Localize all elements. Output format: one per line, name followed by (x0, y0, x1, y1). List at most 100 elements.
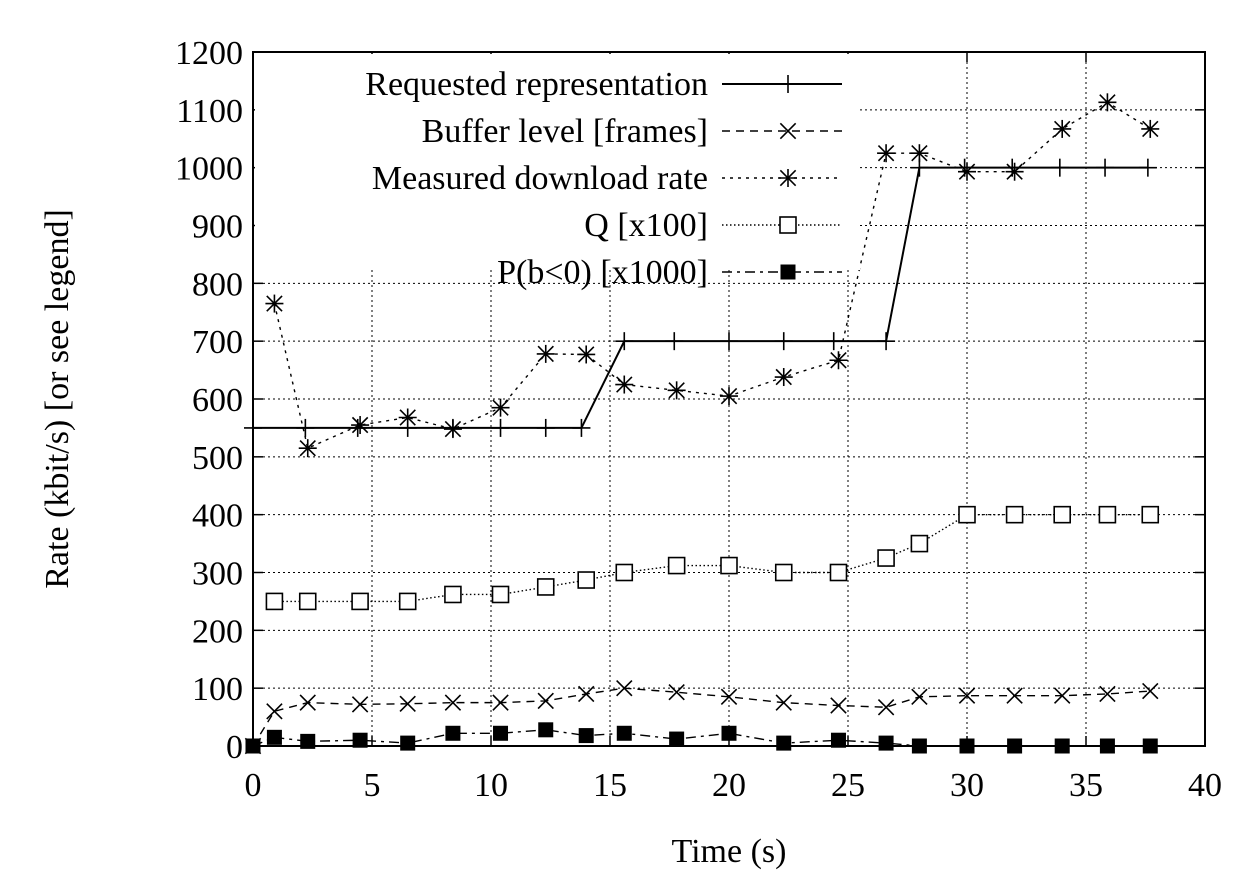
data-point (398, 592, 417, 611)
data-point (298, 592, 317, 611)
data-point (958, 505, 976, 524)
data-point (910, 534, 929, 553)
data-point (668, 683, 685, 701)
data-point (443, 420, 462, 439)
data-point (1141, 119, 1160, 138)
data-point (830, 732, 846, 748)
data-point (616, 679, 633, 697)
series-3 (265, 93, 1160, 458)
y-tick-label: 100 (192, 671, 243, 708)
series-line (252, 687, 1151, 747)
y-tick-label: 500 (192, 440, 243, 477)
data-point (878, 735, 894, 751)
data-point (1006, 687, 1023, 704)
series-layer (244, 93, 1160, 755)
data-point (351, 416, 370, 435)
legend-label: Requested representation (365, 66, 708, 103)
data-point (877, 332, 896, 351)
data-point (830, 697, 847, 714)
legend-label: Q [x100] (584, 207, 708, 244)
data-point (536, 418, 555, 437)
data-point (774, 332, 793, 351)
data-point (351, 696, 369, 713)
data-point (958, 162, 976, 181)
data-point (720, 556, 738, 575)
y-tick-label: 0 (226, 729, 243, 766)
legend: Requested representation Buffer level [fr… (255, 54, 860, 291)
data-point (537, 692, 554, 710)
legend-background (255, 54, 860, 270)
data-point (266, 729, 282, 745)
data-point (491, 418, 510, 437)
series-5 (245, 722, 1158, 754)
legend-marker (780, 264, 796, 280)
y-tick-label: 200 (192, 613, 243, 650)
data-point (720, 332, 738, 351)
x-tick-label: 40 (1188, 767, 1222, 804)
y-tick-label: 800 (192, 266, 243, 303)
x-axis-label: Time (s) (672, 833, 787, 870)
data-point (665, 332, 684, 351)
data-point (775, 694, 792, 711)
data-point (491, 398, 510, 417)
data-point (721, 725, 737, 741)
data-point (444, 694, 462, 711)
y-tick-label: 900 (192, 209, 243, 246)
x-tick-label: 10 (474, 767, 508, 804)
data-point (1098, 93, 1117, 112)
data-point (877, 549, 895, 567)
y-axis-label: Rate (kbit/s) [or see legend] (39, 209, 76, 589)
x-tick-label: 5 (364, 767, 381, 804)
data-point (300, 733, 316, 749)
data-point (492, 694, 509, 711)
data-point (720, 688, 738, 706)
data-point (616, 725, 632, 741)
data-point (1142, 682, 1159, 700)
plot-frame (252, 51, 1206, 747)
legend-marker (779, 216, 797, 234)
data-point (351, 592, 369, 611)
y-tick-label: 300 (192, 556, 243, 593)
data-point (1096, 158, 1115, 177)
y-tick-label: 1200 (175, 35, 243, 72)
data-point (877, 144, 896, 163)
data-point (298, 439, 317, 458)
data-point (572, 418, 591, 437)
y-tick-label: 1000 (175, 151, 243, 188)
data-point (491, 585, 510, 604)
series-4 (265, 505, 1160, 611)
data-point (444, 585, 462, 604)
data-point (958, 687, 976, 704)
y-tick-label: 400 (192, 498, 243, 535)
data-point (1138, 158, 1157, 177)
data-point (1099, 685, 1116, 703)
legend-marker (779, 75, 797, 93)
data-point (400, 735, 416, 751)
data-point (667, 381, 686, 400)
data-point (445, 725, 461, 741)
data-point (352, 732, 368, 748)
data-point (774, 368, 793, 387)
data-point (299, 694, 316, 711)
data-point (538, 722, 554, 738)
legend-label: Buffer level [frames] (422, 113, 708, 150)
y-tick-label: 700 (192, 324, 243, 361)
legend-marker (779, 169, 797, 187)
data-point (1053, 119, 1072, 138)
data-point (911, 688, 928, 706)
data-point (578, 728, 594, 744)
series-line (274, 513, 1151, 603)
data-point (265, 592, 284, 611)
data-point (1141, 505, 1160, 524)
data-point (265, 294, 284, 313)
y-tick-label: 600 (192, 382, 243, 419)
series-2 (244, 679, 1159, 755)
legend-label: P(b<0) [x1000] (497, 254, 708, 291)
x-tick-label: 35 (1069, 767, 1103, 804)
tick-labels: 0 5 10 15 20 25 30 35 40010020030040050060070080… (175, 35, 1222, 804)
data-point (615, 332, 634, 351)
data-point (774, 563, 793, 582)
x-tick-label: 15 (593, 767, 627, 804)
data-point (615, 563, 634, 582)
